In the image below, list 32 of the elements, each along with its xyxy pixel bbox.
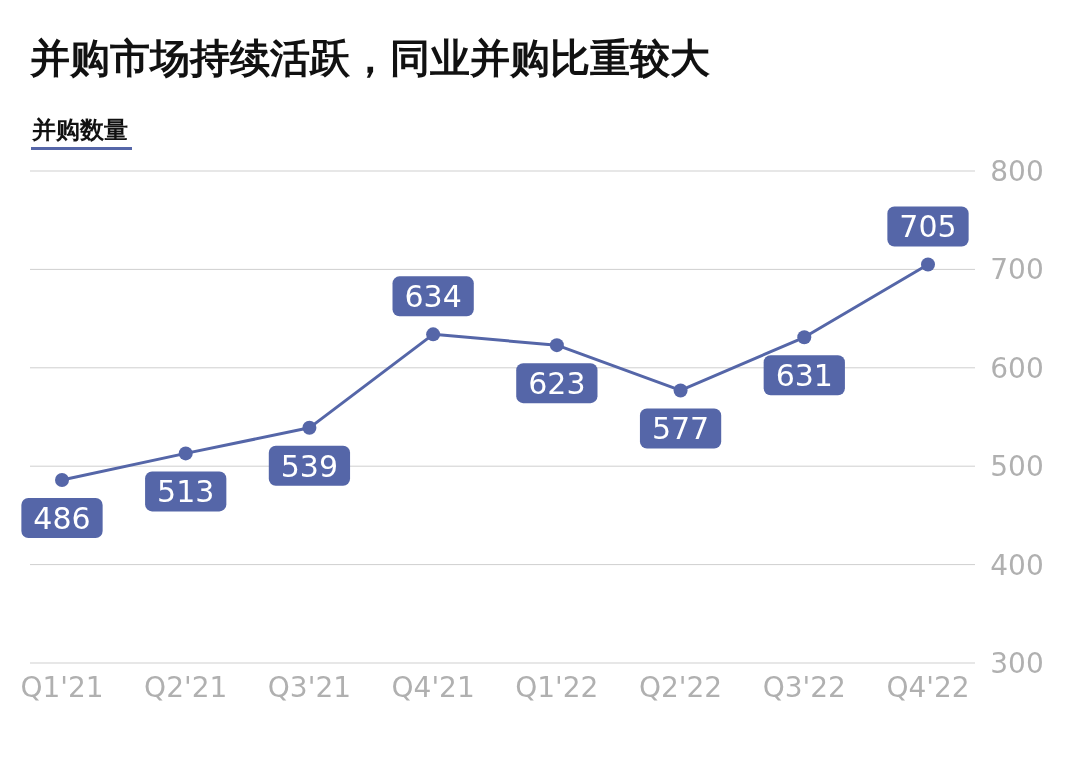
- data-label: 539: [280, 448, 339, 484]
- data-label: 577: [651, 411, 710, 447]
- point: [55, 472, 69, 487]
- data-label: 623: [528, 366, 586, 402]
- x-tick-label: Q4'21: [391, 671, 475, 704]
- y-tick-label: 600: [990, 351, 1044, 385]
- x-tick-label: Q1'21: [20, 671, 104, 704]
- point: [673, 383, 688, 398]
- y-tick-label: 800: [990, 155, 1044, 188]
- y-tick-label: 700: [990, 253, 1044, 287]
- chart-subtitle: 并购数量: [31, 116, 128, 144]
- point: [426, 327, 441, 342]
- point: [797, 330, 812, 345]
- y-tick-label: 400: [990, 548, 1044, 582]
- y-tick-label: 300: [990, 647, 1044, 680]
- chart-title: 并购市场持续活跃，同业并购比重较大: [29, 35, 710, 81]
- x-tick-label: Q1'22: [515, 671, 599, 704]
- x-tick-label: Q2'21: [144, 671, 228, 704]
- x-tick-label: Q3'21: [267, 671, 352, 704]
- point: [302, 420, 317, 435]
- data-label: 631: [775, 358, 833, 394]
- point: [178, 446, 193, 461]
- point: [921, 257, 935, 272]
- data-label: 634: [404, 279, 462, 315]
- data-label: 486: [33, 500, 91, 536]
- x-tick-label: Q3'22: [762, 671, 846, 704]
- point: [549, 338, 564, 353]
- x-tick-label: Q4'22: [886, 671, 970, 704]
- y-tick-label: 500: [990, 450, 1044, 484]
- data-label: 513: [157, 474, 215, 510]
- data-label: 705: [899, 209, 957, 245]
- x-tick-label: Q2'22: [638, 671, 723, 704]
